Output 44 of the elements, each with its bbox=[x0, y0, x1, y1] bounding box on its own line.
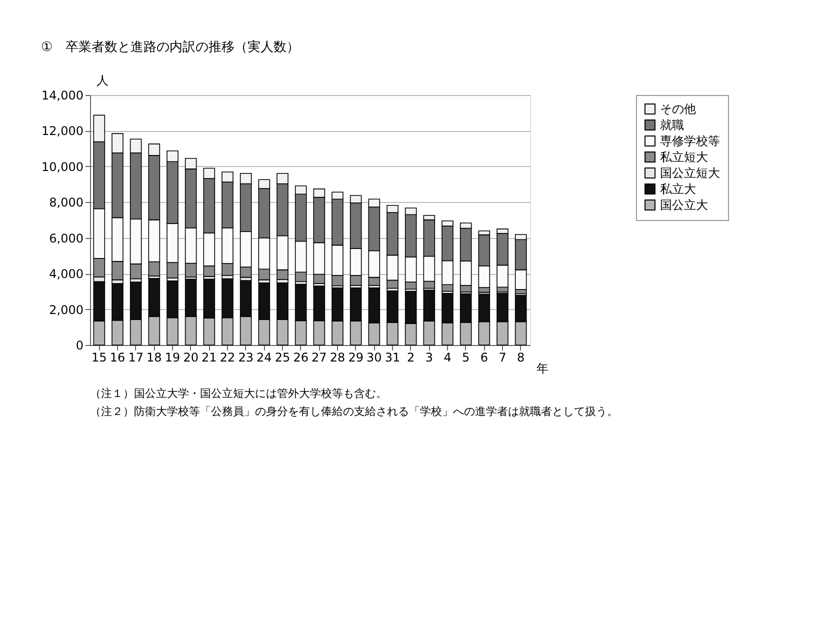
legend-label: 国公立短大 bbox=[660, 166, 720, 180]
text: （注１）国公立大学・国公立短大には管外大学校等も含む。 bbox=[90, 387, 387, 400]
x-tick-label: 28 bbox=[330, 350, 346, 364]
text: （注２）防衛大学校等「公務員」の身分を有し俸給の支給される「学校」への進学者は就職者として扱う。 bbox=[90, 405, 618, 418]
x-tick-label: 31 bbox=[384, 350, 400, 364]
x-tick-label: 8 bbox=[517, 350, 525, 364]
x-tick-label: 21 bbox=[202, 350, 217, 364]
y-tick-label: 4,000 bbox=[49, 267, 84, 282]
x-tick-label: 17 bbox=[128, 350, 144, 364]
x-tick-label: 25 bbox=[274, 350, 290, 364]
legend-label: その他 bbox=[660, 102, 696, 116]
x-tick-label: 23 bbox=[238, 350, 254, 364]
y-tick-label: 12,000 bbox=[42, 124, 84, 138]
y-tick-label: 6,000 bbox=[49, 231, 84, 246]
legend-label: 私立短大 bbox=[660, 150, 708, 164]
x-tick-label: 29 bbox=[348, 350, 364, 364]
x-tick-label: 2 bbox=[407, 350, 415, 364]
legend-label: 私立大 bbox=[660, 182, 696, 196]
y-tick-label: 10,000 bbox=[42, 160, 84, 174]
x-tick-label: 27 bbox=[312, 350, 327, 364]
x-tick-label: 19 bbox=[164, 350, 180, 364]
x-tick-label: 22 bbox=[220, 350, 236, 364]
x-tick-label: 7 bbox=[498, 350, 506, 364]
x-tick-label: 6 bbox=[480, 350, 488, 364]
x-tick-label: 20 bbox=[183, 350, 198, 364]
y-tick-label: 8,000 bbox=[49, 196, 84, 210]
y-tick-label: 2,000 bbox=[49, 302, 84, 317]
legend-label: 国公立大 bbox=[660, 198, 708, 212]
x-tick-label: 16 bbox=[110, 350, 126, 364]
x-tick-label: 3 bbox=[425, 350, 433, 364]
y-tick-label: 0 bbox=[76, 338, 84, 352]
y-axis-title: 人 bbox=[96, 74, 108, 88]
chart-title: ① 卒業者数と進路の内訳の推移（実人数） bbox=[41, 39, 300, 55]
x-tick-label: 26 bbox=[293, 350, 308, 364]
x-tick-label: 24 bbox=[256, 350, 272, 364]
legend-label: 就職 bbox=[660, 118, 684, 132]
x-tick-label: 15 bbox=[92, 350, 107, 364]
y-tick-label: 14,000 bbox=[42, 88, 84, 102]
x-tick-label: 30 bbox=[366, 350, 382, 364]
legend-label: 専修学校等 bbox=[660, 134, 720, 148]
x-tick-label: 4 bbox=[444, 350, 452, 364]
x-tick-label: 18 bbox=[146, 350, 162, 364]
x-tick-label: 5 bbox=[462, 350, 470, 364]
x-axis-title: 年 bbox=[536, 362, 548, 376]
